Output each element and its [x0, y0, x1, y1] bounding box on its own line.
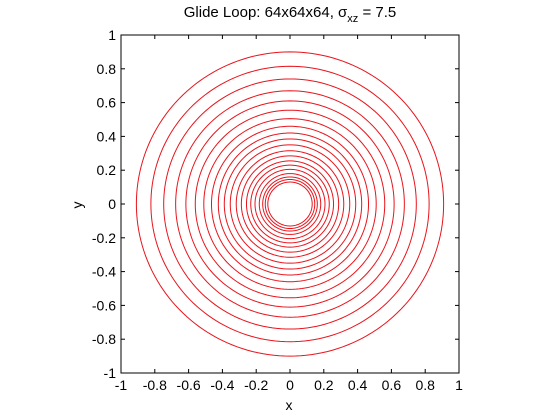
- y-tick-label: -0.6: [92, 297, 116, 313]
- loop-line: [175, 90, 405, 318]
- y-tick-label: -0.8: [92, 331, 116, 347]
- y-tick-label: 0.6: [97, 95, 117, 111]
- x-tick-label: 0.6: [382, 377, 402, 393]
- x-tick-label: 0: [286, 377, 294, 393]
- loop-line: [235, 150, 345, 258]
- x-tick-label: 0.8: [415, 377, 435, 393]
- y-tick-label: -0.2: [92, 230, 116, 246]
- loop-line: [217, 132, 363, 276]
- y-tick-label: 0.4: [97, 128, 117, 144]
- loop-line: [264, 178, 316, 230]
- y-tick-label: 0.2: [97, 162, 117, 178]
- loop-line: [254, 168, 326, 240]
- x-tick-label: -0.4: [210, 377, 234, 393]
- y-tick-label: -1: [104, 365, 117, 381]
- loop-line: [262, 176, 318, 232]
- loop-line: [203, 118, 377, 290]
- y-tick-label: 0.8: [97, 61, 117, 77]
- y-tick-label: 1: [108, 27, 116, 43]
- x-tick-label: -1: [115, 377, 128, 393]
- loop-line: [258, 173, 322, 235]
- loop-line: [194, 109, 386, 299]
- y-axis-label: y: [69, 202, 85, 209]
- loop-line: [185, 100, 395, 308]
- loop-line: [245, 160, 335, 248]
- x-tick-label: -0.6: [177, 377, 201, 393]
- loop-line: [240, 155, 340, 253]
- x-axis-ticks: -1 -0.8 -0.6 -0.4 -0.2 0 0.2 0.4 0.6 0.8 1: [115, 35, 463, 393]
- loop-line: [267, 181, 313, 227]
- loop-line: [135, 51, 445, 357]
- loop-line: [250, 164, 330, 244]
- x-axis-label: x: [286, 397, 293, 413]
- loop-line: [150, 65, 430, 343]
- chart-title: Glide Loop: 64x64x64, σxz = 7.5: [184, 4, 397, 25]
- y-tick-label: -0.4: [92, 264, 116, 280]
- x-tick-label: 0.2: [314, 377, 334, 393]
- loop-series: [135, 51, 445, 357]
- x-tick-label: -0.2: [244, 377, 268, 393]
- loop-line: [163, 78, 417, 330]
- loop-line: [210, 125, 370, 283]
- axes-frame: [120, 34, 460, 374]
- x-tick-label: 1: [455, 377, 463, 393]
- y-axis-ticks: -1 -0.8 -0.6 -0.4 -0.2 0 0.2 0.4 0.6 0.8 1: [92, 27, 459, 381]
- loop-line: [223, 138, 357, 270]
- x-tick-label: -0.8: [143, 377, 167, 393]
- y-tick-label: 0: [108, 196, 116, 212]
- x-tick-label: 0.4: [348, 377, 368, 393]
- loop-line: [229, 144, 351, 264]
